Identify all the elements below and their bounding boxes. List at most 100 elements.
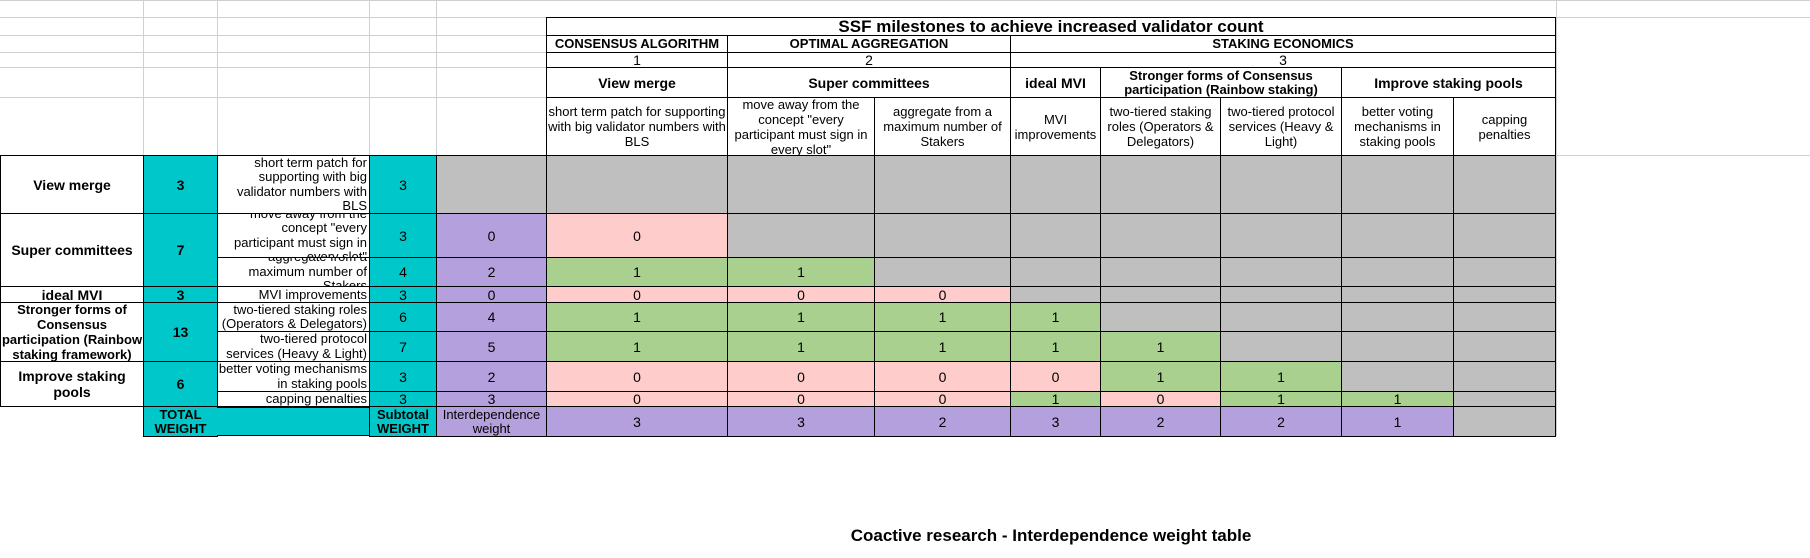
matrix-cell [1220, 257, 1342, 287]
matrix-cell: 1 [727, 331, 875, 362]
matrix-cell [1453, 361, 1556, 392]
column-header: MVI improvements [1010, 97, 1101, 156]
group-number: 2 [727, 52, 1011, 68]
matrix-cell: 0 [874, 361, 1011, 392]
total-value: 3 [727, 406, 875, 437]
matrix-cell [1453, 331, 1556, 362]
matrix-cell: 1 [1220, 361, 1342, 392]
matrix-cell [1453, 213, 1556, 258]
matrix-cell: 0 [546, 391, 728, 407]
gridline [0, 67, 546, 68]
matrix-cell [1100, 155, 1221, 214]
matrix-cell: 0 [546, 286, 728, 303]
row-subtotal: 4 [369, 257, 437, 287]
subgroup-header: Stronger forms of Consensus participatio… [1100, 67, 1342, 98]
row-subtotal: 3 [369, 286, 437, 303]
table-title: SSF milestones to achieve increased vali… [546, 17, 1556, 36]
row-label: aggregate from a maximum number of Stake… [217, 257, 370, 287]
total-value: 3 [1010, 406, 1101, 437]
interdependence-cell: 4 [436, 302, 547, 332]
matrix-cell [1220, 213, 1342, 258]
gridline [1556, 0, 1557, 436]
matrix-cell [874, 155, 1011, 214]
matrix-cell: 1 [1010, 391, 1101, 407]
group-header-staking: STAKING ECONOMICS [1010, 35, 1556, 53]
total-value: 2 [1220, 406, 1342, 437]
matrix-cell: 1 [874, 302, 1011, 332]
matrix-cell [1453, 286, 1556, 303]
gridline [436, 0, 437, 155]
matrix-cell [1010, 257, 1101, 287]
matrix-cell: 1 [546, 331, 728, 362]
total-value: 1 [1341, 406, 1454, 437]
matrix-cell: 1 [1341, 391, 1454, 407]
matrix-cell: 1 [546, 302, 728, 332]
matrix-cell [1341, 302, 1454, 332]
gridline [0, 17, 546, 18]
row-subtotal: 3 [369, 361, 437, 392]
matrix-cell: 0 [1100, 391, 1221, 407]
matrix-cell [874, 257, 1011, 287]
matrix-cell: 0 [874, 391, 1011, 407]
gridline [143, 0, 144, 155]
matrix-cell [1341, 213, 1454, 258]
total-value: 2 [874, 406, 1011, 437]
gridline [217, 0, 218, 155]
interdependence-cell: 3 [436, 391, 547, 407]
matrix-cell [1010, 286, 1101, 303]
row-label: short term patch for supporting with big… [217, 155, 370, 214]
matrix-cell [1100, 286, 1221, 303]
group-weight: 6 [143, 361, 218, 407]
interdependence-cell: 2 [436, 257, 547, 287]
group-number: 3 [1010, 52, 1556, 68]
interdependence-cell: 2 [436, 361, 547, 392]
matrix-cell: 1 [1100, 331, 1221, 362]
group-name: Stronger forms of Consensus participatio… [0, 302, 144, 362]
interdependence-weight-label: Interdependence weight [436, 406, 547, 437]
gridline [369, 0, 370, 155]
row-label: better voting mechanisms in staking pool… [217, 361, 370, 392]
matrix-cell [727, 213, 875, 258]
row-label: move away from the concept "every partic… [217, 213, 370, 258]
column-header: short term patch for supporting with big… [546, 97, 728, 156]
matrix-cell: 1 [1220, 391, 1342, 407]
matrix-cell [1453, 391, 1556, 407]
matrix-cell [1010, 155, 1101, 214]
row-label: MVI improvements [217, 286, 370, 303]
group-weight: 7 [143, 213, 218, 287]
matrix-cell: 1 [1100, 361, 1221, 392]
group-header-aggregation: OPTIMAL AGGREGATION [727, 35, 1011, 53]
matrix-cell [1220, 331, 1342, 362]
interdependence-cell: 0 [436, 286, 547, 303]
gridline [1556, 155, 1810, 156]
subgroup-header: Super committees [727, 67, 1011, 98]
group-number: 1 [546, 52, 728, 68]
matrix-cell: 1 [1010, 302, 1101, 332]
row-subtotal: 3 [369, 155, 437, 214]
interdependence-cell: 0 [436, 213, 547, 258]
subtotal-weight-label: Subtotal WEIGHT [369, 406, 437, 437]
group-header-consensus: CONSENSUS ALGORITHM [546, 35, 728, 53]
row-subtotal: 3 [369, 213, 437, 258]
matrix-cell [1453, 257, 1556, 287]
subgroup-header: Improve staking pools [1341, 67, 1556, 98]
matrix-cell [727, 155, 875, 214]
matrix-cell: 1 [1010, 331, 1101, 362]
total-value: 3 [546, 406, 728, 437]
gridline [0, 35, 546, 36]
matrix-cell: 1 [727, 302, 875, 332]
row-label: two-tiered protocol services (Heavy & Li… [217, 331, 370, 362]
group-weight: 3 [143, 155, 218, 214]
group-name: View merge [0, 155, 144, 214]
matrix-cell [1341, 155, 1454, 214]
matrix-cell: 0 [546, 213, 728, 258]
group-name: Improve staking pools [0, 361, 144, 407]
column-header: capping penalties [1453, 97, 1556, 156]
gridline [0, 97, 546, 98]
matrix-cell [1100, 213, 1221, 258]
matrix-cell [546, 155, 728, 214]
matrix-cell: 0 [1010, 361, 1101, 392]
column-header: aggregate from a maximum number of Stake… [874, 97, 1011, 156]
interdependence-cell: 5 [436, 331, 547, 362]
